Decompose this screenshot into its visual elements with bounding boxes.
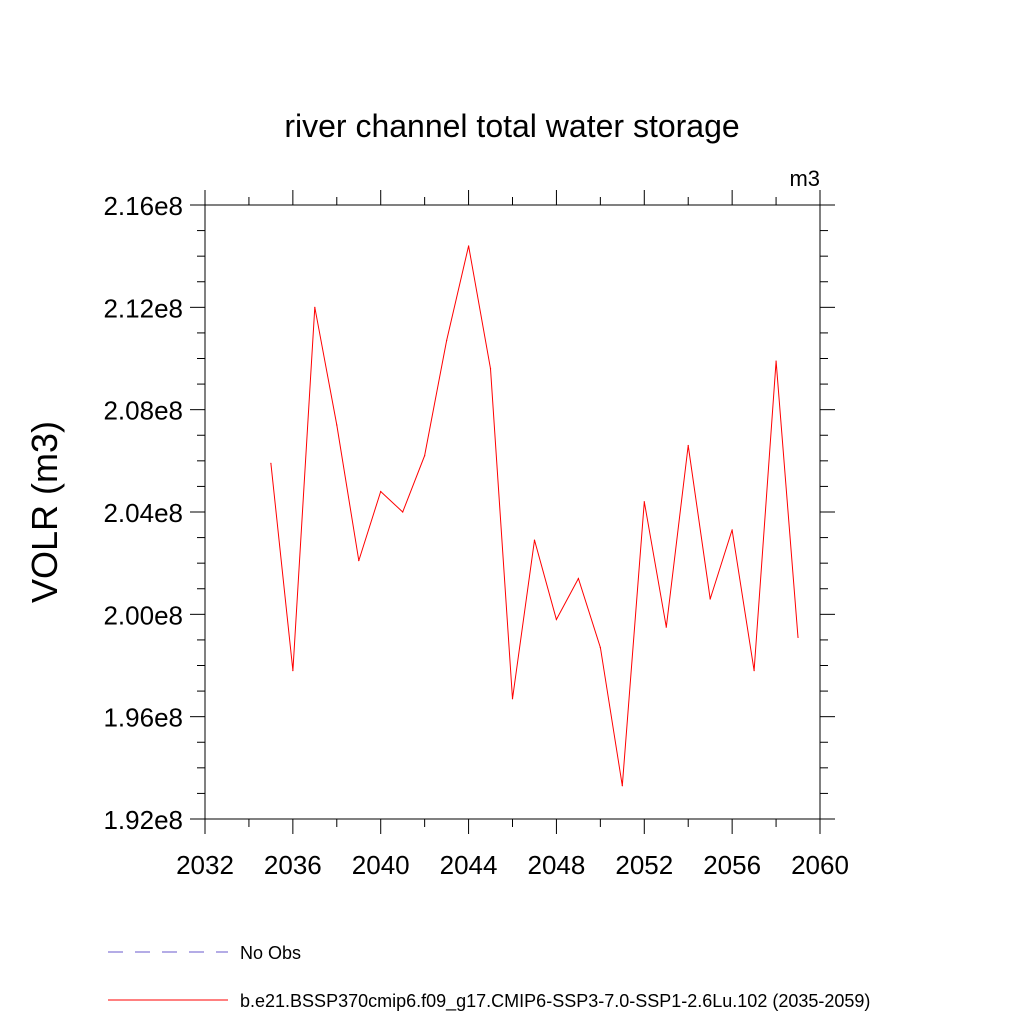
data-point: [643, 501, 645, 503]
legend: No Obs b.e21.BSSP370cmip6.f09_g17.CMIP6-S…: [108, 943, 870, 1012]
units-label: m3: [789, 166, 820, 191]
data-point: [797, 636, 799, 638]
data-point: [599, 646, 601, 649]
x-tick-label: 2052: [615, 850, 673, 880]
y-tick-label: 1.92e8: [103, 805, 183, 835]
x-tick-label: 2040: [352, 850, 410, 880]
data-point: [292, 670, 294, 672]
y-tick-label: 2.12e8: [103, 293, 183, 323]
x-axis-ticks: 2032 2036 2040 2044 2048 2052 2056 2060: [176, 190, 849, 880]
x-tick-label: 2036: [264, 850, 322, 880]
y-tick-label: 2.16e8: [103, 191, 183, 221]
data-point: [687, 444, 689, 447]
data-point: [753, 670, 755, 672]
data-point: [446, 339, 448, 342]
y-tick-label: 1.96e8: [103, 703, 183, 733]
legend-label: No Obs: [240, 943, 301, 963]
data-point: [270, 462, 272, 464]
data-point: [336, 424, 338, 426]
data-point: [555, 618, 558, 621]
plot-frame: [204, 204, 821, 820]
x-tick-label: 2032: [176, 850, 234, 880]
y-axis-label: VOLR (m3): [24, 421, 65, 603]
y-tick-label: 2.04e8: [103, 498, 183, 528]
data-point: [577, 577, 579, 580]
data-point: [424, 455, 426, 457]
data-point: [709, 598, 711, 600]
data-point: [314, 306, 316, 308]
data-point: [489, 368, 492, 370]
legend-label: b.e21.BSSP370cmip6.f09_g17.CMIP6-SSP3-7.…: [240, 991, 870, 1012]
data-point: [467, 245, 470, 247]
y-axis-ticks: 1.92e8 1.96e8 2.00e8 2.04e8 2.08e8 2.12e8 2.16…: [103, 191, 835, 835]
y-tick-label: 2.00e8: [103, 600, 183, 630]
x-tick-label: 2060: [791, 850, 849, 880]
data-point: [511, 698, 514, 700]
y-tick-label: 2.08e8: [103, 396, 183, 426]
data-point: [775, 360, 777, 362]
series-line: [270, 245, 799, 786]
x-tick-label: 2044: [440, 850, 498, 880]
data-point: [380, 490, 382, 493]
chart-title: river channel total water storage: [284, 108, 739, 144]
x-tick-label: 2056: [703, 850, 761, 880]
data-point: [402, 511, 404, 513]
data-point: [358, 560, 360, 562]
data-point: [533, 539, 536, 541]
series-layer: [270, 245, 799, 787]
data-point: [731, 529, 733, 531]
x-tick-label: 2048: [528, 850, 586, 880]
data-point: [665, 626, 667, 628]
data-point: [621, 785, 623, 787]
